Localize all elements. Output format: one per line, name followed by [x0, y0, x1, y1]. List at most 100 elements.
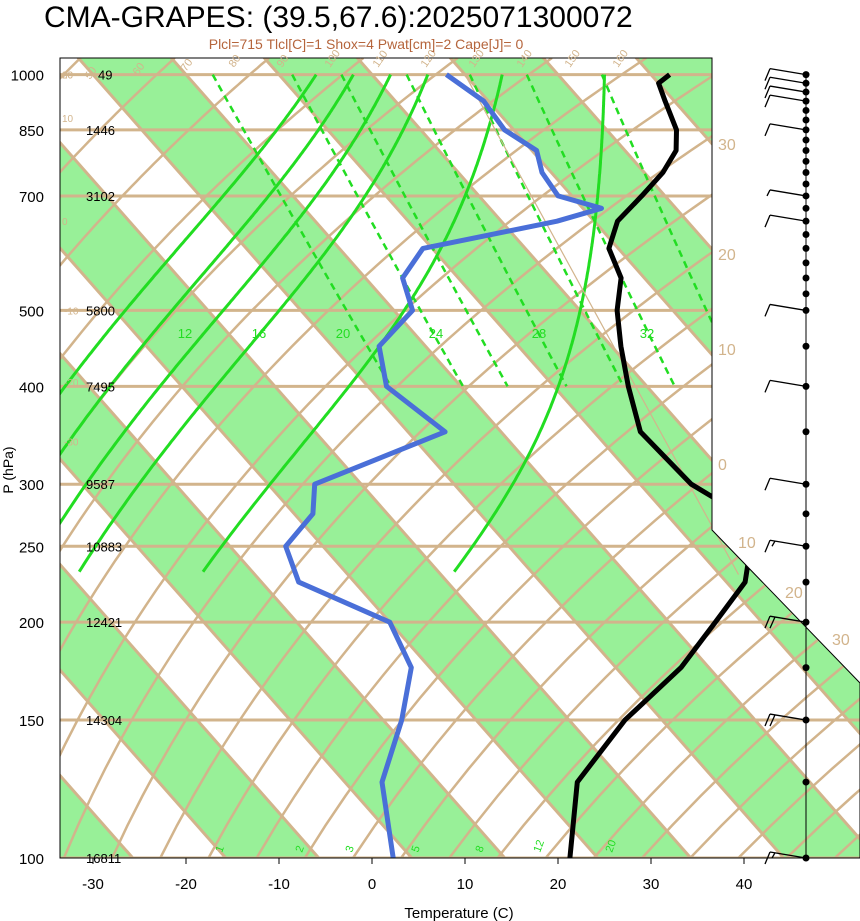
wind-barb-half [766, 189, 771, 197]
wind-barb-staff [769, 189, 807, 197]
wind-barb-flag [764, 214, 771, 228]
isotherm-band [60, 58, 758, 858]
height-label: 9587 [86, 477, 115, 492]
mixing-ratio-line [211, 73, 392, 387]
dry-adiabat [60, 58, 365, 858]
wind-barb-staff [769, 85, 807, 93]
mixing-ratio-label: 1 [214, 844, 227, 854]
temperature-tick-label: 10 [457, 876, 474, 893]
isotherm-label: -10 [64, 306, 79, 317]
dry-adiabat [833, 58, 860, 858]
mixing-ratio-line [405, 74, 568, 387]
isotherm-label: 20 [62, 71, 74, 82]
isotherm-line [60, 58, 294, 858]
theta-e-label: 28 [532, 326, 546, 341]
isotherm-line [60, 58, 573, 858]
dry-adiabat [303, 58, 860, 858]
mixing-ratio-label: 3 [344, 844, 357, 854]
isotherm-label-right: 20 [785, 585, 803, 602]
temperature-tick-label: 30 [643, 876, 660, 893]
height-label: 16811 [86, 851, 121, 866]
wind-barb-staff [769, 713, 807, 721]
moist-adiabat [453, 74, 606, 573]
isotherm-label: -30 [64, 438, 79, 449]
level-dot [802, 510, 810, 518]
isotherm-line [528, 58, 860, 858]
wind-barb-staff [769, 94, 807, 102]
isotherm-label-right: 30 [718, 137, 736, 154]
level-dot [802, 168, 810, 176]
dry-adiabat [400, 58, 860, 858]
height-label: 14304 [86, 713, 122, 728]
level-dot [802, 259, 810, 267]
isotherm-label: -20 [64, 378, 79, 389]
pressure-tick-label: 200 [19, 615, 44, 632]
theta-label: 70 [179, 57, 196, 74]
moist-adiabat [60, 73, 355, 573]
isotherm-label-right: 10 [718, 342, 736, 359]
theta-e-label: 12 [178, 326, 192, 341]
pressure-tick-label: 300 [19, 477, 44, 494]
wind-barb-flag [764, 851, 771, 865]
level-dot [802, 157, 810, 165]
dry-adiabat [159, 58, 860, 858]
temperature-tick-label: -30 [82, 876, 104, 893]
parcel-path [464, 74, 740, 575]
level-dot [802, 664, 810, 672]
isotherm-band [436, 58, 860, 858]
level-dot [802, 180, 810, 188]
isotherm-line [60, 58, 666, 858]
isotherm-band [250, 58, 860, 858]
wind-barb-staff [769, 477, 807, 485]
wind-barb-flag [764, 477, 771, 491]
dry-adiabat [785, 58, 860, 858]
dry-adiabat [60, 58, 176, 858]
theta-label: 150 [563, 48, 583, 70]
theta-e-label: 16 [252, 326, 266, 341]
wind-barb-flag [764, 76, 771, 90]
temperature-tick-label: -20 [175, 876, 197, 893]
isotherm-label: 0 [62, 217, 68, 228]
theta-label: 60 [131, 61, 148, 78]
wind-barb-flag [764, 68, 771, 81]
isotherm-line [60, 58, 387, 858]
height-label: 10883 [86, 539, 122, 554]
wind-barb-flag [769, 714, 776, 727]
moist-adiabat [60, 73, 318, 573]
height-label: 49 [98, 68, 112, 83]
wind-barb-staff [769, 214, 807, 222]
theta-label: 50 [83, 65, 100, 82]
pressure-tick-label: 100 [19, 851, 44, 868]
isotherm-line [60, 58, 201, 858]
mixing-ratio-label: 5 [410, 844, 423, 854]
level-dot [802, 244, 810, 252]
mixing-ratio-label: 12 [532, 838, 547, 854]
theta-e-label: 32 [640, 326, 654, 341]
wind-barb-staff [769, 76, 807, 84]
height-label: 1446 [86, 123, 115, 138]
isotherm-label-right: 30 [832, 632, 850, 649]
level-dot [802, 578, 810, 586]
temperature-tick-label: -10 [268, 876, 290, 893]
mixing-ratio-label: 20 [604, 838, 619, 854]
dry-adiabat [60, 58, 647, 858]
dry-adiabat [351, 58, 860, 858]
isotherm-line [60, 58, 480, 858]
isotherm-label: 30 [62, 71, 74, 82]
pressure-tick-label: 250 [19, 539, 44, 556]
wind-barb-flag [764, 713, 771, 727]
isotherm-band [60, 58, 386, 858]
y-axis-label: P (hPa) [0, 446, 16, 493]
moist-adiabat [77, 74, 430, 573]
isotherm-band [60, 58, 572, 858]
level-dot [802, 342, 810, 350]
wind-barb-flag [764, 94, 771, 108]
dry-adiabat [60, 58, 553, 858]
level-dot [802, 106, 810, 114]
wind-barb-flag [769, 616, 776, 629]
wind-barb-staff [769, 539, 807, 547]
theta-label: 80 [227, 53, 244, 70]
pressure-tick-label: 1000 [11, 68, 44, 85]
wind-barb-staff [769, 379, 807, 387]
